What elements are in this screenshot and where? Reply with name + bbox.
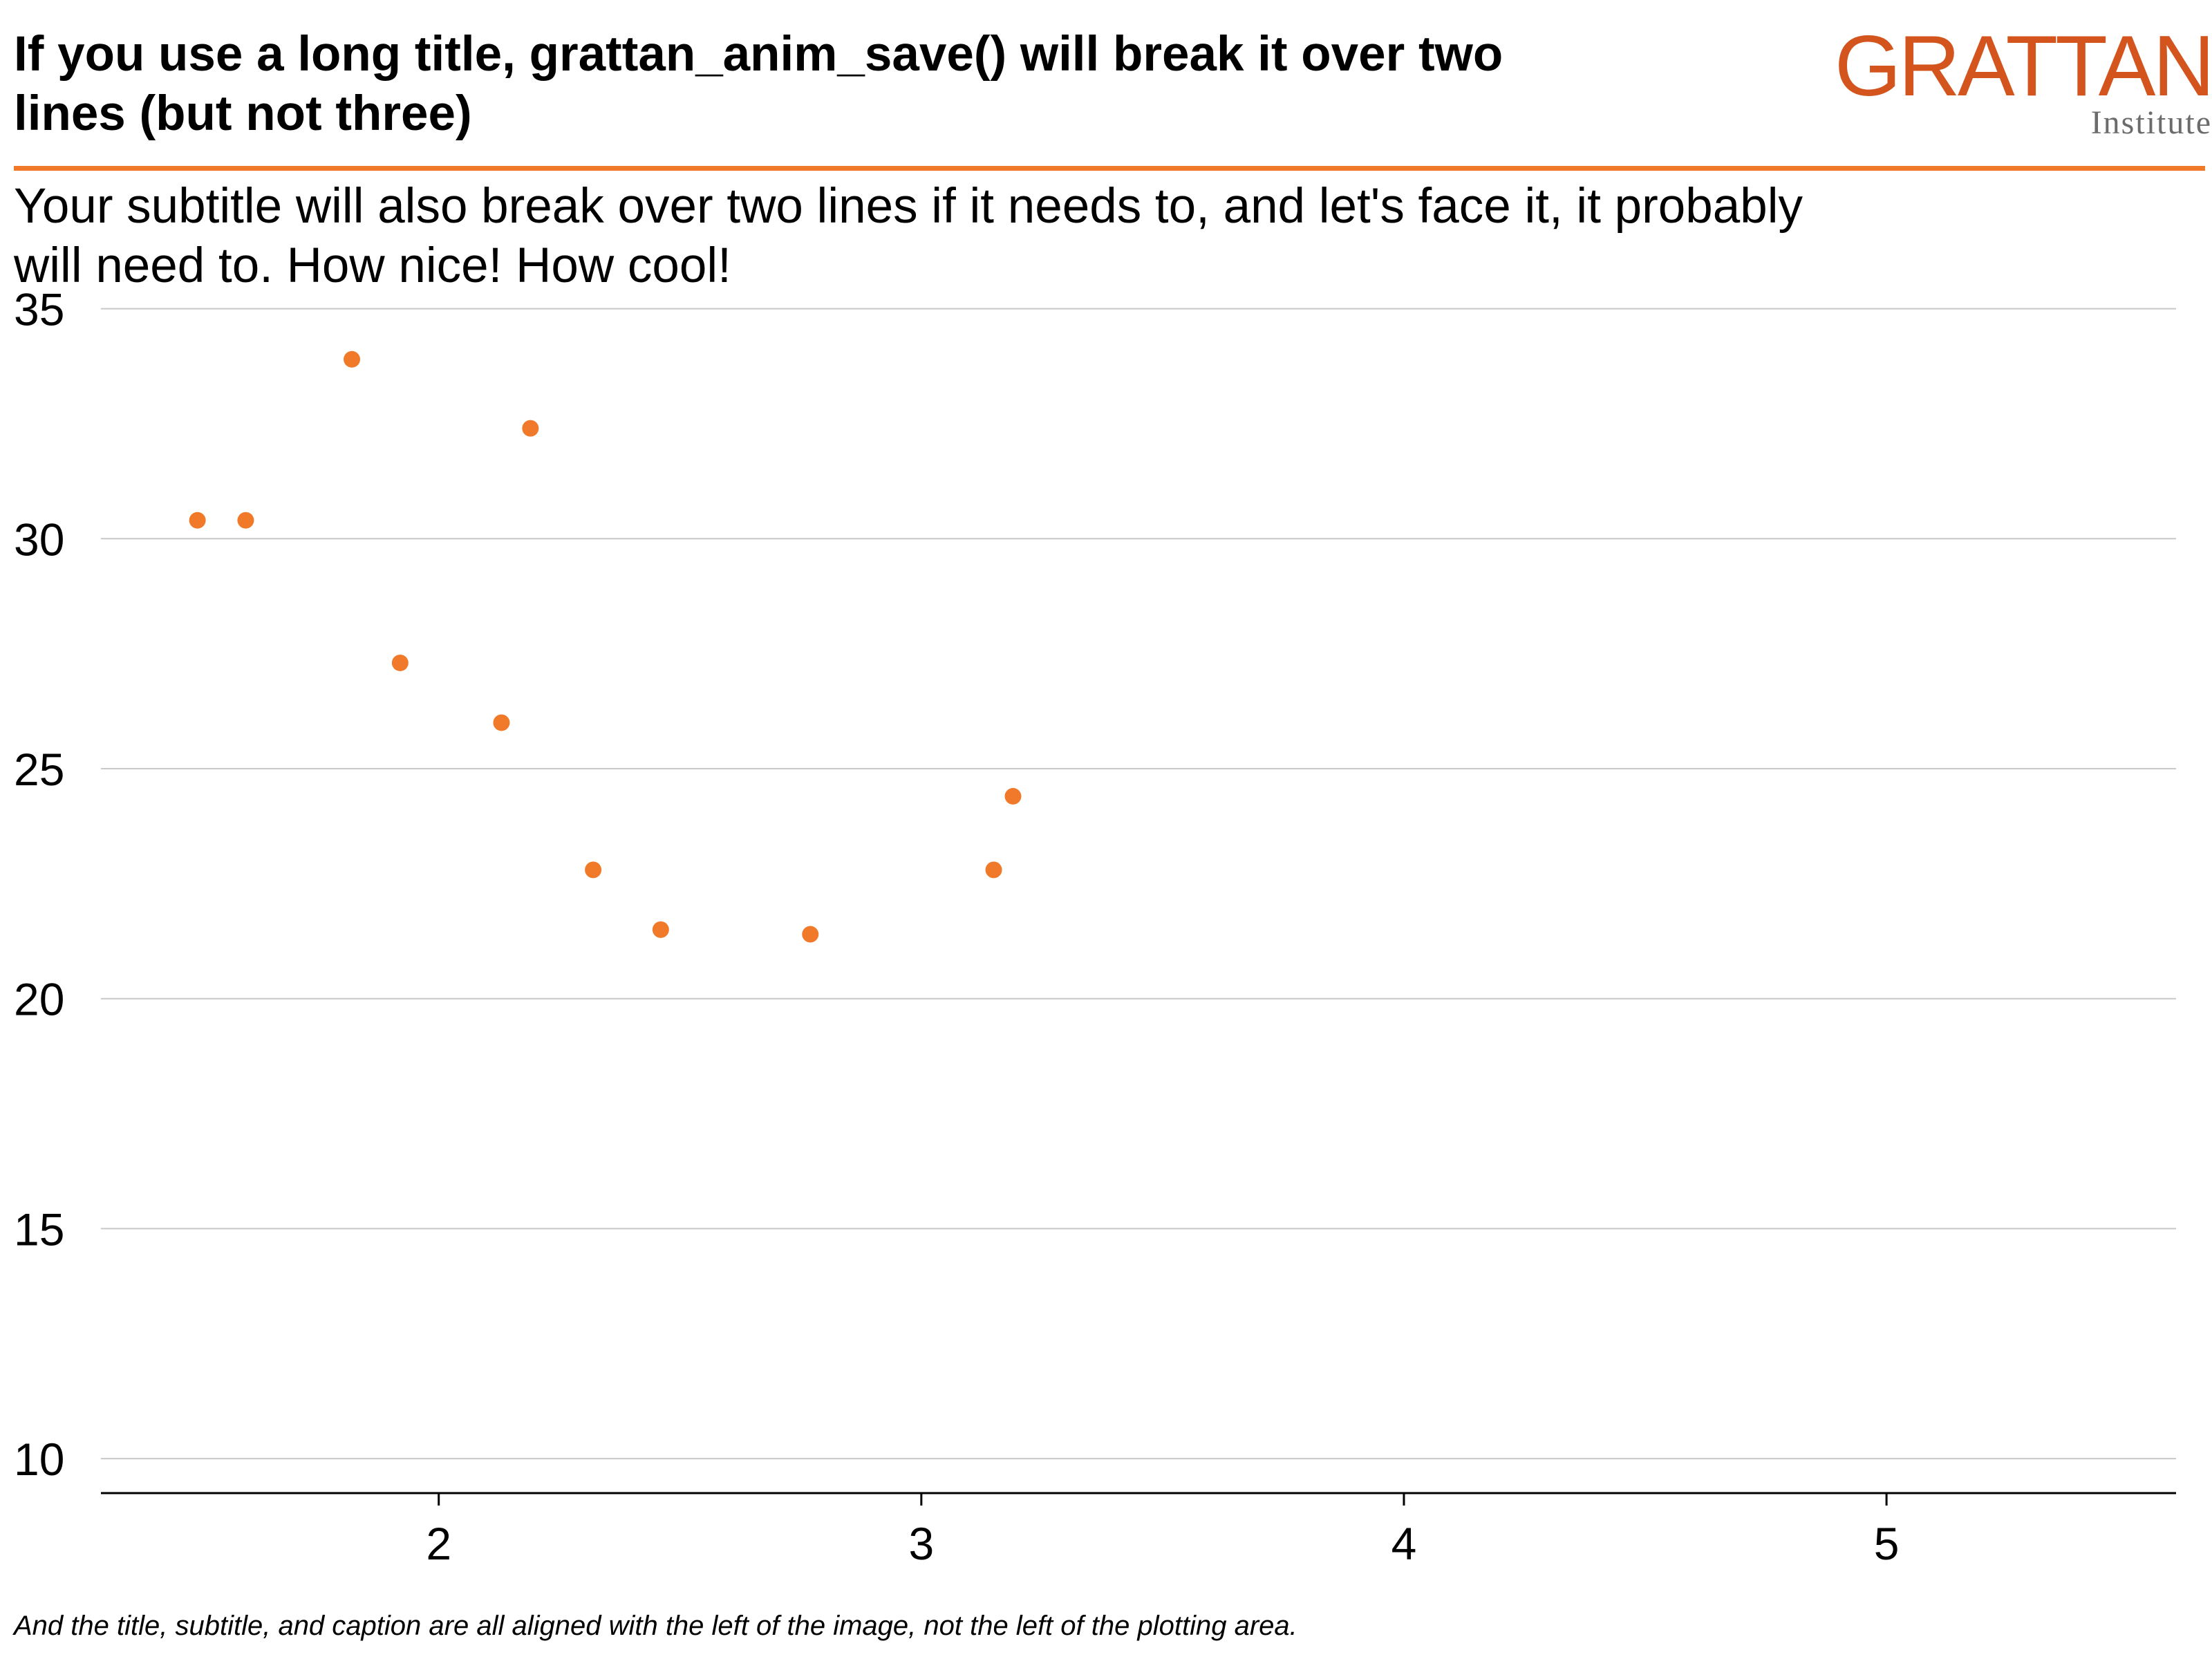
- grid-lines: [101, 308, 2176, 1460]
- y-tick-label: 30: [14, 514, 64, 565]
- y-tick-label: 20: [14, 974, 64, 1025]
- scatter-point: [493, 714, 510, 731]
- chart-caption: And the title, subtitle, and caption are…: [14, 1611, 1297, 1641]
- chart-subtitle: Your subtitle will also break over two l…: [14, 179, 1803, 293]
- header-rule: [14, 166, 2205, 171]
- x-tick-label: 3: [908, 1518, 934, 1569]
- y-tick-label: 35: [14, 284, 64, 335]
- scatter-point: [1004, 787, 1022, 805]
- scatter-point: [391, 654, 409, 671]
- chart-title: If you use a long title, grattan_anim_sa…: [14, 27, 1503, 141]
- scatter-point: [985, 861, 1002, 879]
- scatter-point: [237, 512, 254, 529]
- logo-subtext: Institute: [2090, 104, 2212, 141]
- scatter-point: [344, 350, 361, 368]
- x-tick-label: 2: [426, 1518, 451, 1569]
- logo-wordmark: GRATTAN: [1834, 19, 2212, 114]
- scatter-point: [189, 512, 206, 529]
- y-tick-label: 15: [14, 1203, 64, 1255]
- scatter-point: [522, 420, 539, 437]
- y-tick-labels: 10 15 20 25 30 35: [14, 284, 64, 1485]
- scatter-point: [585, 861, 602, 879]
- data-points: [189, 350, 1022, 943]
- x-tick-labels: 2 3 4 5: [426, 1518, 1899, 1569]
- scatter-point: [802, 926, 819, 943]
- y-tick-label: 10: [14, 1434, 64, 1485]
- x-axis: [101, 1492, 2176, 1506]
- x-tick-label: 5: [1874, 1518, 1900, 1569]
- y-tick-label: 25: [14, 744, 64, 795]
- scatter-point: [652, 921, 669, 938]
- grattan-logo: GRATTAN Institute: [1825, 19, 2212, 145]
- x-tick-label: 4: [1391, 1518, 1417, 1569]
